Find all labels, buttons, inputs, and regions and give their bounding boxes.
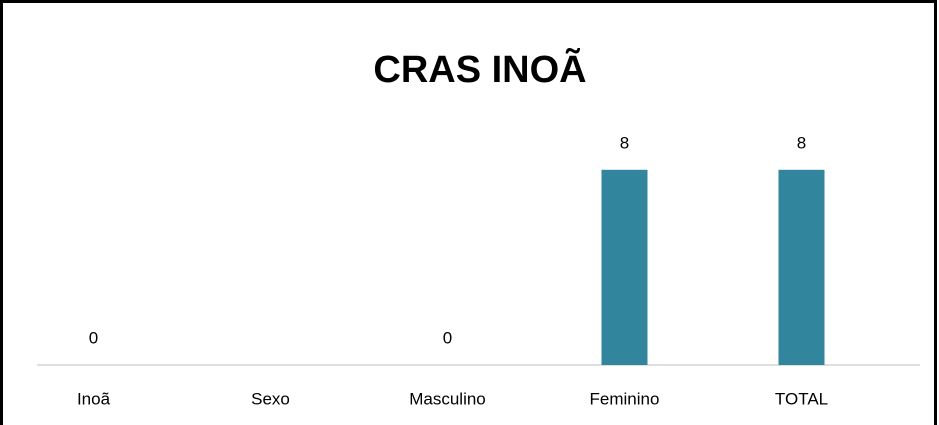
bar [778, 169, 825, 365]
data-label: 0 [443, 328, 452, 347]
x-tick-label: Feminino [590, 389, 660, 408]
data-label: 0 [89, 328, 98, 347]
x-tick-label: Inoã [77, 389, 111, 408]
x-tick-label: TOTAL [775, 389, 828, 408]
chart-title: CRAS INOÃ [373, 47, 586, 91]
x-tick-label: Masculino [409, 389, 486, 408]
bar [601, 169, 648, 365]
data-label: 8 [620, 133, 629, 152]
x-tick-label: Sexo [251, 389, 290, 408]
data-label: 8 [797, 133, 806, 152]
